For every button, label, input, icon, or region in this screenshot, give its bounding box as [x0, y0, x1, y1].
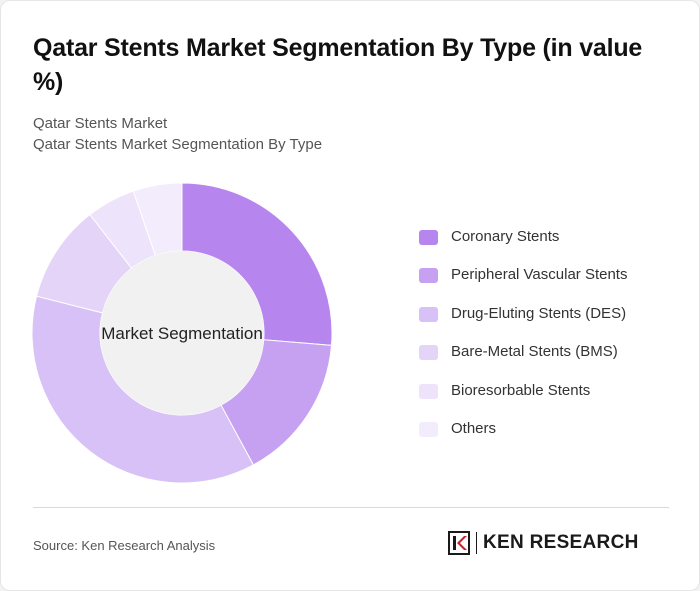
legend-swatch [419, 383, 438, 399]
ken-research-logo: KEN RESEARCH [448, 531, 639, 555]
source-note: Source: Ken Research Analysis [33, 538, 216, 553]
legend-item: Bare-Metal Stents (BMS) [419, 338, 627, 376]
legend-label: Others [451, 419, 497, 437]
center-label: Market Segmentation [101, 324, 263, 343]
legend: Coronary Stents Peripheral Vascular Stent… [419, 223, 627, 453]
legend-label: Coronary Stents [451, 228, 560, 245]
legend-label: Drug-Eluting Stents (DES) [451, 304, 627, 322]
legend-swatch [419, 306, 438, 322]
legend-label: Peripheral Vascular Stents [451, 266, 628, 284]
donut-slices [31, 182, 333, 484]
donut-chart: Market Segmentation [31, 182, 333, 484]
chart-subtitle-segmentation: Qatar Stents Market Segmentation By Type [33, 136, 323, 153]
donut-hole [100, 251, 264, 415]
legend-swatch [419, 268, 438, 284]
ken-logo-mark-icon [448, 531, 470, 555]
logo-text: KEN RESEARCH [483, 532, 639, 553]
legend-item: Others [419, 415, 627, 453]
chart-subtitle-market: Qatar Stents Market [33, 115, 168, 132]
footer-divider [33, 507, 669, 508]
legend-label: Bioresorbable Stents [451, 381, 591, 399]
chart-title: Qatar Stents Market Segmentation By Type… [33, 34, 643, 96]
legend-swatch [419, 421, 438, 437]
legend-item: Coronary Stents [419, 223, 627, 261]
legend-item: Bioresorbable Stents [419, 377, 627, 415]
legend-item: Drug-Eluting Stents (DES) [419, 300, 627, 338]
legend-swatch [419, 230, 438, 245]
legend-swatch [419, 345, 438, 361]
legend-item: Peripheral Vascular Stents [419, 261, 627, 299]
legend-label: Bare-Metal Stents (BMS) [451, 343, 618, 361]
